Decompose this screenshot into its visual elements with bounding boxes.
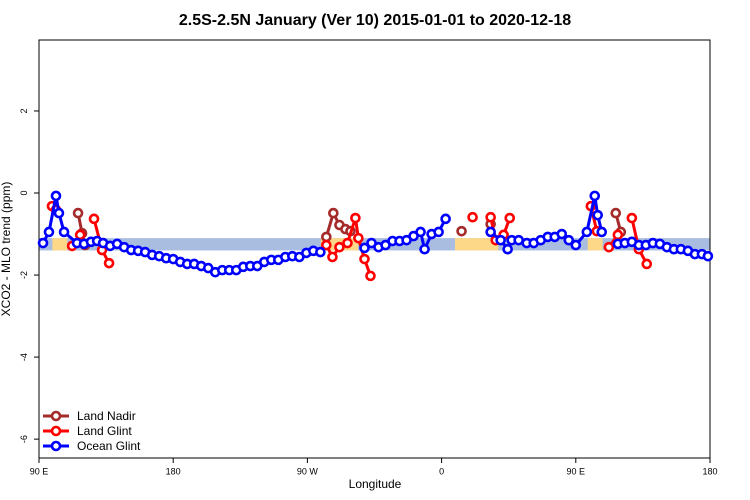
- point: [485, 226, 496, 238]
- legend-marker: [50, 410, 62, 422]
- y-tick-label: 2: [19, 108, 29, 113]
- point: [563, 234, 575, 246]
- point: [327, 251, 338, 263]
- point: [702, 250, 714, 262]
- point: [626, 212, 638, 224]
- point: [641, 258, 653, 270]
- y-tick-label: -2: [19, 271, 29, 279]
- point: [556, 228, 568, 240]
- point: [53, 207, 65, 219]
- point: [415, 226, 426, 238]
- chart-title: 2.5S-2.5N January (Ver 10) 2015-01-01 to…: [179, 12, 571, 29]
- point: [612, 229, 624, 241]
- point: [58, 226, 70, 238]
- point: [74, 229, 86, 241]
- point: [321, 231, 332, 243]
- y-tick-label: 0: [19, 190, 29, 195]
- x-tick-label: 90 W: [297, 466, 319, 476]
- point: [502, 243, 513, 255]
- point: [440, 213, 451, 225]
- point: [570, 239, 582, 251]
- point: [504, 212, 516, 224]
- point: [610, 207, 622, 219]
- x-tick-label: 90 E: [567, 466, 586, 476]
- point: [365, 270, 376, 282]
- point: [334, 241, 345, 253]
- x-tick-label: 180: [166, 466, 181, 476]
- legend-label: Land Glint: [77, 424, 132, 438]
- point: [43, 226, 55, 238]
- point: [485, 211, 496, 223]
- x-axis-label: Longitude: [349, 477, 402, 491]
- y-tick-label: -6: [19, 435, 29, 443]
- legend-marker: [50, 440, 62, 452]
- x-tick-label: 90 E: [30, 466, 49, 476]
- point: [359, 242, 370, 254]
- y-axis-label: XCO2 - MLO trend (ppm): [0, 182, 13, 317]
- legend-marker: [50, 425, 62, 437]
- point: [342, 237, 353, 249]
- legend-label: Land Nadir: [77, 409, 136, 423]
- point: [350, 212, 361, 224]
- point: [359, 253, 370, 265]
- point: [603, 241, 615, 253]
- point: [37, 237, 49, 249]
- point: [88, 213, 100, 225]
- point: [419, 243, 430, 255]
- point: [581, 226, 593, 238]
- point: [495, 234, 506, 246]
- point: [328, 207, 339, 219]
- x-tick-label: 0: [439, 466, 444, 476]
- point: [321, 239, 332, 251]
- band: [455, 238, 499, 251]
- point: [592, 209, 604, 221]
- legend-label: Ocean Glint: [77, 439, 141, 453]
- band: [52, 238, 68, 251]
- point: [103, 257, 115, 269]
- point: [596, 226, 608, 238]
- x-tick-label: 180: [702, 466, 717, 476]
- series: [37, 190, 714, 278]
- point: [589, 190, 601, 202]
- point: [456, 225, 467, 237]
- point: [50, 190, 62, 202]
- point: [353, 232, 364, 244]
- point: [72, 207, 84, 219]
- point: [467, 211, 478, 223]
- plot-frame: [38, 39, 711, 459]
- y-tick-label: -4: [19, 353, 29, 361]
- point: [315, 246, 326, 258]
- point: [433, 226, 444, 238]
- band: [587, 238, 603, 251]
